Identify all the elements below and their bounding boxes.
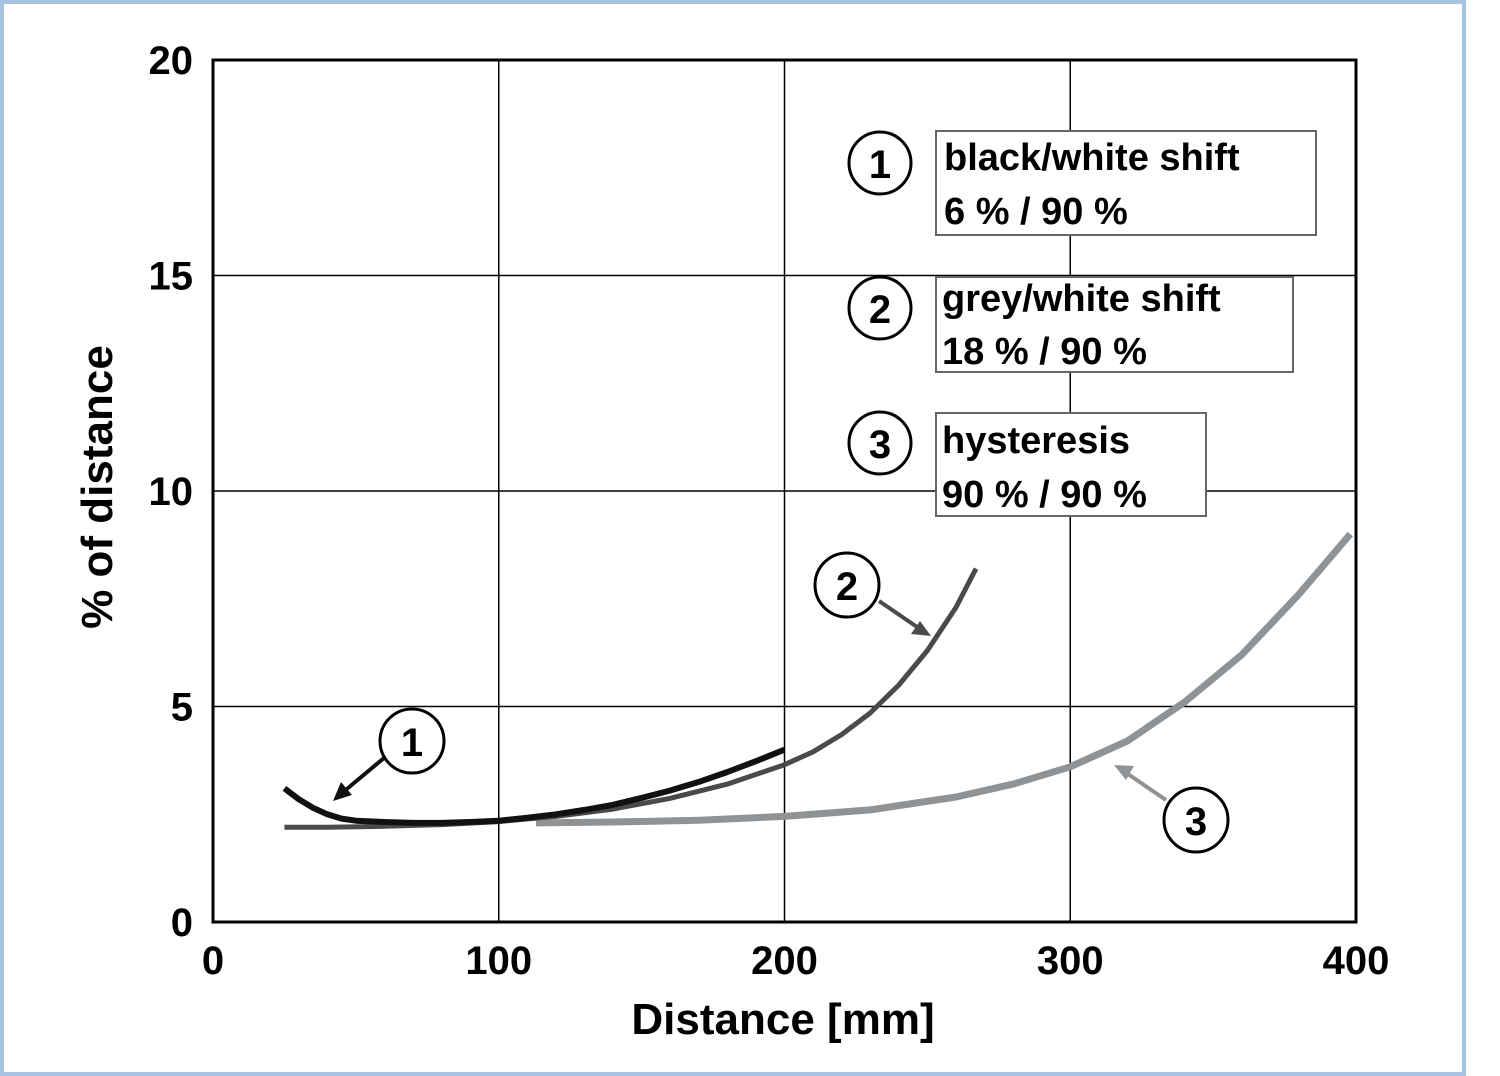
- callout-3-circle: [1162, 786, 1230, 854]
- y-tick-label: 5: [171, 686, 193, 730]
- x-tick-labels: 0 100 200 300 400: [202, 939, 1390, 983]
- y-axis-title: % of distance: [73, 345, 122, 629]
- legend-entry-2: 2 grey/white shift 18 % / 90 %: [847, 275, 1294, 373]
- y-tick-label: 0: [171, 901, 193, 945]
- y-tick-label: 10: [149, 470, 194, 514]
- legend-entry-3: 3 hysteresis 90 % / 90 %: [847, 410, 1207, 517]
- x-axis-title: Distance [mm]: [631, 995, 934, 1044]
- callout-1-arrow: [340, 756, 386, 795]
- callout-1-arrowhead: [333, 782, 352, 801]
- legend-marker-2: [847, 275, 913, 341]
- legend-sublabel-3: 90 % / 90 %: [942, 474, 1147, 516]
- y-tick-label: 20: [149, 39, 194, 83]
- series-line-1: [282, 746, 786, 826]
- callout-1-circle: [378, 707, 446, 775]
- legend-label-3: hysteresis: [942, 420, 1130, 462]
- legend-label-1: black/white shift: [944, 137, 1240, 179]
- legend-box-3: [935, 412, 1207, 517]
- callout-1: 1: [333, 707, 446, 801]
- x-tick-label: 400: [1323, 939, 1390, 983]
- x-tick-label: 0: [202, 939, 224, 983]
- x-tick-label: 300: [1037, 939, 1104, 983]
- plot-border: [211, 58, 1358, 924]
- legend-marker-1: [847, 130, 913, 196]
- callout-3-arrow: [1123, 770, 1168, 802]
- callout-3-arrowhead: [1114, 765, 1134, 780]
- callout-1-label: 1: [401, 721, 423, 765]
- series-line-3: [535, 531, 1353, 827]
- curve-callouts: 1 2 3: [333, 551, 1230, 854]
- image-frame: [0, 0, 1466, 1076]
- callout-2-arrowhead: [911, 621, 931, 636]
- y-tick-labels: 0 5 10 15 20: [149, 39, 194, 945]
- legend-marker-2-label: 2: [869, 288, 891, 332]
- callout-2: 2: [813, 551, 931, 636]
- legend-marker-3: [847, 410, 913, 476]
- x-tick-label: 100: [465, 939, 532, 983]
- legend-marker-1-label: 1: [869, 143, 891, 187]
- legend-sublabel-1: 6 % / 90 %: [944, 191, 1128, 233]
- legend-box-2: [935, 276, 1294, 373]
- legend: 1 black/white shift 6 % / 90 % 2 grey/wh…: [847, 130, 1317, 517]
- y-tick-label: 15: [149, 255, 194, 299]
- series-lines: [282, 531, 1353, 830]
- callout-2-label: 2: [836, 565, 858, 609]
- callout-3-label: 3: [1185, 800, 1207, 844]
- legend-entry-1: 1 black/white shift 6 % / 90 %: [847, 130, 1317, 236]
- callout-2-circle: [813, 551, 881, 619]
- legend-box-1: [935, 130, 1317, 236]
- legend-marker-3-label: 3: [869, 423, 891, 467]
- legend-label-2: grey/white shift: [942, 278, 1221, 320]
- x-tick-label: 200: [751, 939, 818, 983]
- legend-sublabel-2: 18 % / 90 %: [942, 331, 1147, 373]
- callout-3: 3: [1114, 765, 1230, 854]
- callout-2-arrow: [877, 599, 922, 631]
